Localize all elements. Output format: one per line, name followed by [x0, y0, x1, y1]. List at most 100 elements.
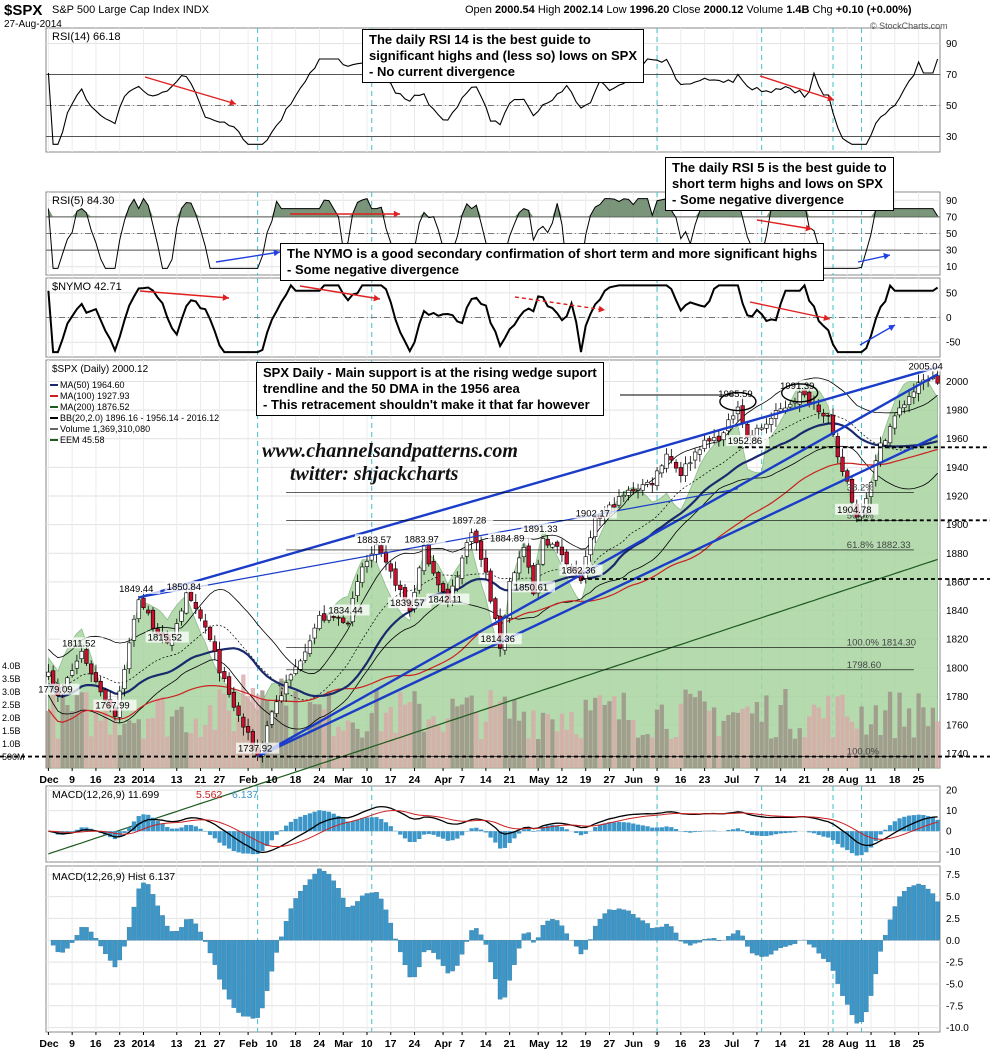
- divergence-arrow-rsi5: [857, 253, 891, 263]
- macd-hist-small-bar: [502, 831, 508, 848]
- macd-hist-bar: [222, 940, 227, 990]
- macd-hist-small-bar: [336, 815, 341, 832]
- macd-hist-bar: [735, 930, 741, 941]
- price-label: 1884.89: [490, 533, 524, 544]
- macd-hist-small-bar: [645, 826, 650, 832]
- macd-hist-small-bar: [231, 831, 236, 851]
- macd-hist-small-bar: [469, 828, 474, 832]
- price-label: 1850.61: [514, 582, 548, 593]
- candle-body: [868, 482, 874, 497]
- candle-body: [498, 615, 503, 649]
- candle-body: [431, 561, 436, 574]
- candle-body: [388, 563, 393, 572]
- x-tick-label: 16: [90, 774, 102, 786]
- macd-hist-small-bar: [241, 831, 246, 854]
- macd-hist-bar: [868, 940, 874, 996]
- divergence-arrow-rsi5-shaft: [215, 251, 281, 263]
- trendline: [138, 366, 938, 599]
- volume-bar: [864, 734, 869, 768]
- macd-hist-bar: [930, 893, 936, 941]
- volume-bar: [645, 734, 650, 768]
- macd-hist-small-bar: [597, 824, 603, 832]
- candle-body: [317, 615, 322, 629]
- candle-body: [916, 382, 921, 394]
- macd-hist-small-bar: [417, 831, 422, 840]
- macd-hist-small-bar: [750, 831, 755, 835]
- candle-body: [721, 432, 726, 441]
- macd-hist-bar: [93, 938, 99, 941]
- candle-body: [507, 581, 512, 619]
- macd-hist-bar: [626, 910, 631, 941]
- volume-bar: [526, 738, 531, 768]
- volume-bar: [816, 707, 821, 768]
- callout-spx-line3: - This retracement shouldn't make it tha…: [263, 397, 590, 412]
- volume-bar: [678, 703, 683, 768]
- macd-hist-small-bar: [792, 831, 798, 833]
- x-tick-label: 27: [214, 1038, 226, 1050]
- x-tick-label: 18: [889, 774, 901, 786]
- macd-hist-small-bar: [497, 831, 503, 849]
- macd-hist-small-bar: [374, 817, 379, 832]
- volume-bar: [859, 706, 864, 768]
- macd-hist-small-bar: [212, 831, 217, 839]
- macd-hist-small-bar: [345, 821, 351, 832]
- macd-hist-bar: [864, 940, 869, 1013]
- macd-hist-bar: [792, 940, 798, 944]
- x-tick-label: 16: [90, 1038, 102, 1050]
- macd-hist-bar: [559, 925, 565, 941]
- close-value: 2000.12: [703, 4, 744, 16]
- macd-hist-bar: [388, 922, 394, 941]
- macd-hist-bar: [906, 886, 912, 941]
- macd-hist-bar: [312, 873, 317, 941]
- candle-body: [417, 567, 422, 591]
- macd-hist-small-bar: [697, 831, 702, 832]
- macd-hist-bar: [397, 940, 403, 953]
- macd-hist-bar: [293, 898, 298, 941]
- volume-bar: [626, 720, 631, 768]
- macd-hist-bar: [521, 933, 527, 941]
- watermark-twitter: twitter: shjackcharts: [290, 463, 459, 485]
- volume-bar: [654, 709, 660, 768]
- candle-body: [122, 669, 127, 690]
- candle-body: [740, 405, 745, 423]
- candle-body: [616, 496, 622, 506]
- macd-hist-bar: [450, 940, 455, 972]
- candle-body: [669, 456, 674, 461]
- price-label: 1902.17: [576, 509, 610, 520]
- volume-bar: [469, 695, 474, 768]
- divergence-arrow-nymo-shaft: [139, 290, 230, 299]
- chg-label: Chg: [812, 4, 833, 16]
- volume-bar: [921, 707, 926, 768]
- macd-hist-small-bar: [564, 829, 569, 832]
- macd-hist-small-bar: [369, 817, 374, 832]
- macd-hist-bar: [830, 940, 836, 971]
- volume-bar: [383, 712, 389, 768]
- volume-bar: [669, 738, 674, 768]
- candle-body: [488, 570, 493, 602]
- macd-hist-bar: [412, 940, 417, 978]
- macd-hist-small-bar: [578, 831, 584, 836]
- macd-hist-small-bar: [355, 819, 360, 832]
- macd-hist-small-bar: [906, 815, 912, 832]
- macd-hist-bar: [445, 940, 451, 974]
- x-tick-label: 18: [290, 1038, 302, 1050]
- x-tick-label: Apr: [434, 1038, 452, 1050]
- volume-bar: [274, 699, 279, 768]
- price-label-bg: [117, 583, 161, 595]
- macd-hist-bar: [378, 898, 384, 941]
- macd-hist-bar: [169, 931, 175, 941]
- volume-bar: [407, 702, 412, 768]
- candle-body: [769, 418, 774, 425]
- volume-bar: [883, 710, 888, 768]
- macd-line: [48, 805, 938, 854]
- volume-bar: [550, 719, 555, 768]
- candle-body: [845, 470, 850, 482]
- volume-bar: [398, 692, 403, 768]
- macd-hist-bar: [164, 925, 170, 941]
- price-label: 1811.52: [62, 638, 96, 649]
- divergence-arrow-nymo-head: [823, 314, 830, 322]
- volume-bar: [493, 705, 498, 768]
- macd-hist-bar: [331, 880, 336, 941]
- macd-hist-small-bar: [112, 831, 118, 840]
- x-tick-label: Jul: [724, 774, 739, 786]
